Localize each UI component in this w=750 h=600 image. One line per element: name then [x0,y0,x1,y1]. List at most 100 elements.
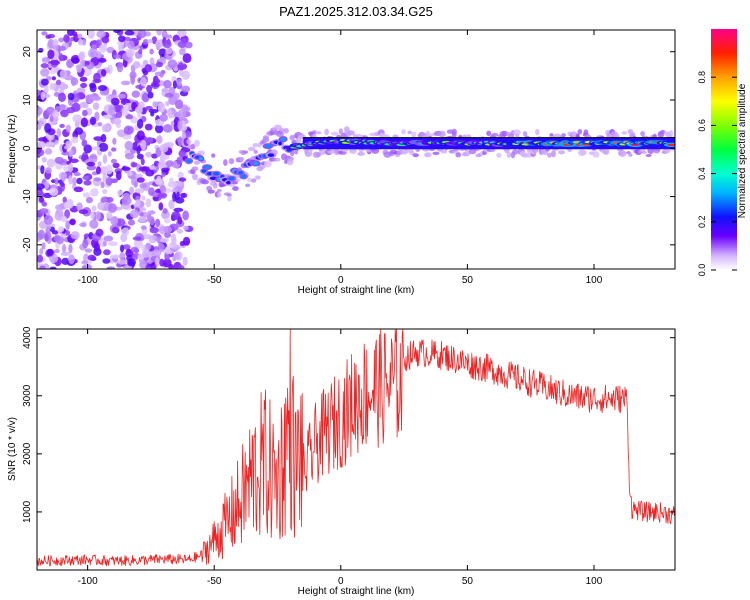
noise-blob [117,44,124,52]
noise-blob [89,116,97,126]
noise-blob [100,133,107,143]
noise-blob [68,175,73,185]
noise-blob [37,137,48,142]
noise-blob [100,198,108,203]
noise-blob [136,118,144,129]
noise-blob [165,101,170,106]
noise-blob [180,192,188,198]
noise-blob [169,241,177,249]
noise-blob [156,78,161,84]
noise-blob [72,177,77,186]
noise-blob [116,189,123,197]
noise-blob [52,45,60,51]
noise-blob [129,186,135,195]
noise-blob [63,201,70,209]
noise-blob [141,195,146,201]
trace-core [186,159,192,163]
trace-core [199,156,203,161]
noise-blob [58,104,66,111]
noise-blob [60,109,69,118]
noise-blob [84,248,93,253]
noise-blob [60,251,71,256]
noise-blob [127,258,136,267]
noise-blob [56,128,61,138]
spectrogram-heatmap [37,30,675,269]
noise-blob [47,38,55,49]
noise-blob [95,228,104,237]
trace-halo [338,151,347,155]
trace-halo [232,186,239,191]
noise-blob [61,257,70,265]
noise-blob [122,244,131,250]
noise-blob [140,225,147,230]
noise-blob [37,106,43,116]
noise-blob [165,47,173,55]
noise-blob [91,205,97,212]
noise-blob [112,137,117,145]
noise-blob [177,216,183,225]
trace-halo [194,139,200,147]
colorbar-tick-label: 0.2 [697,216,707,229]
trace-halo [227,193,232,197]
noise-blob [162,123,173,133]
noise-blob [102,240,107,247]
noise-blob [87,30,95,39]
noise-blob [159,72,164,78]
noise-blob [159,237,170,243]
plot1-x-tick-label: 100 [586,275,603,286]
noise-blob [59,123,65,128]
plot2-x-tick-label: -50 [207,576,222,587]
colorbar [711,29,737,270]
trace-core [204,165,211,169]
noise-blob [159,258,165,267]
noise-blob [121,106,129,117]
noise-blob [131,176,139,187]
noise-blob [57,92,67,103]
trace-core [226,180,231,185]
noise-blob [49,266,57,269]
noise-blob [102,258,111,264]
plot2-x-tick-label: 100 [586,576,603,587]
noise-blob [97,85,108,91]
noise-blob [181,131,187,139]
noise-blob [164,92,174,98]
noise-blob [145,264,152,269]
trace-halo [212,182,218,189]
noise-blob [82,109,88,117]
noise-blob [151,249,162,257]
noise-blob [78,52,85,61]
noise-blob [100,181,105,189]
noise-blob [51,76,57,81]
noise-blob [101,124,110,133]
noise-blob [76,202,83,212]
noise-blob [40,68,50,77]
noise-blob [85,94,95,104]
noise-blob [54,204,65,211]
trace-halo [412,153,419,158]
trace-halo [542,150,549,155]
noise-blob [147,91,154,99]
noise-blob [86,165,97,171]
plot2-y-tick-label: 4000 [22,326,33,349]
noise-blob [41,201,48,207]
noise-blob [37,183,45,190]
trace-halo [239,156,245,162]
trace-halo [514,133,520,138]
noise-blob [47,142,55,147]
noise-blob [56,208,64,218]
noise-blob [178,150,186,158]
trace-core [278,141,282,146]
noise-blob [38,117,47,127]
noise-blob [96,30,106,38]
noise-blob [67,92,75,101]
noise-blob [146,84,153,93]
noise-blob [117,93,126,99]
noise-blob [177,120,183,130]
noise-blob [37,147,42,154]
noise-blob [148,187,155,196]
noise-blob [43,181,50,190]
noise-blob [97,201,105,211]
noise-blob [162,40,172,49]
